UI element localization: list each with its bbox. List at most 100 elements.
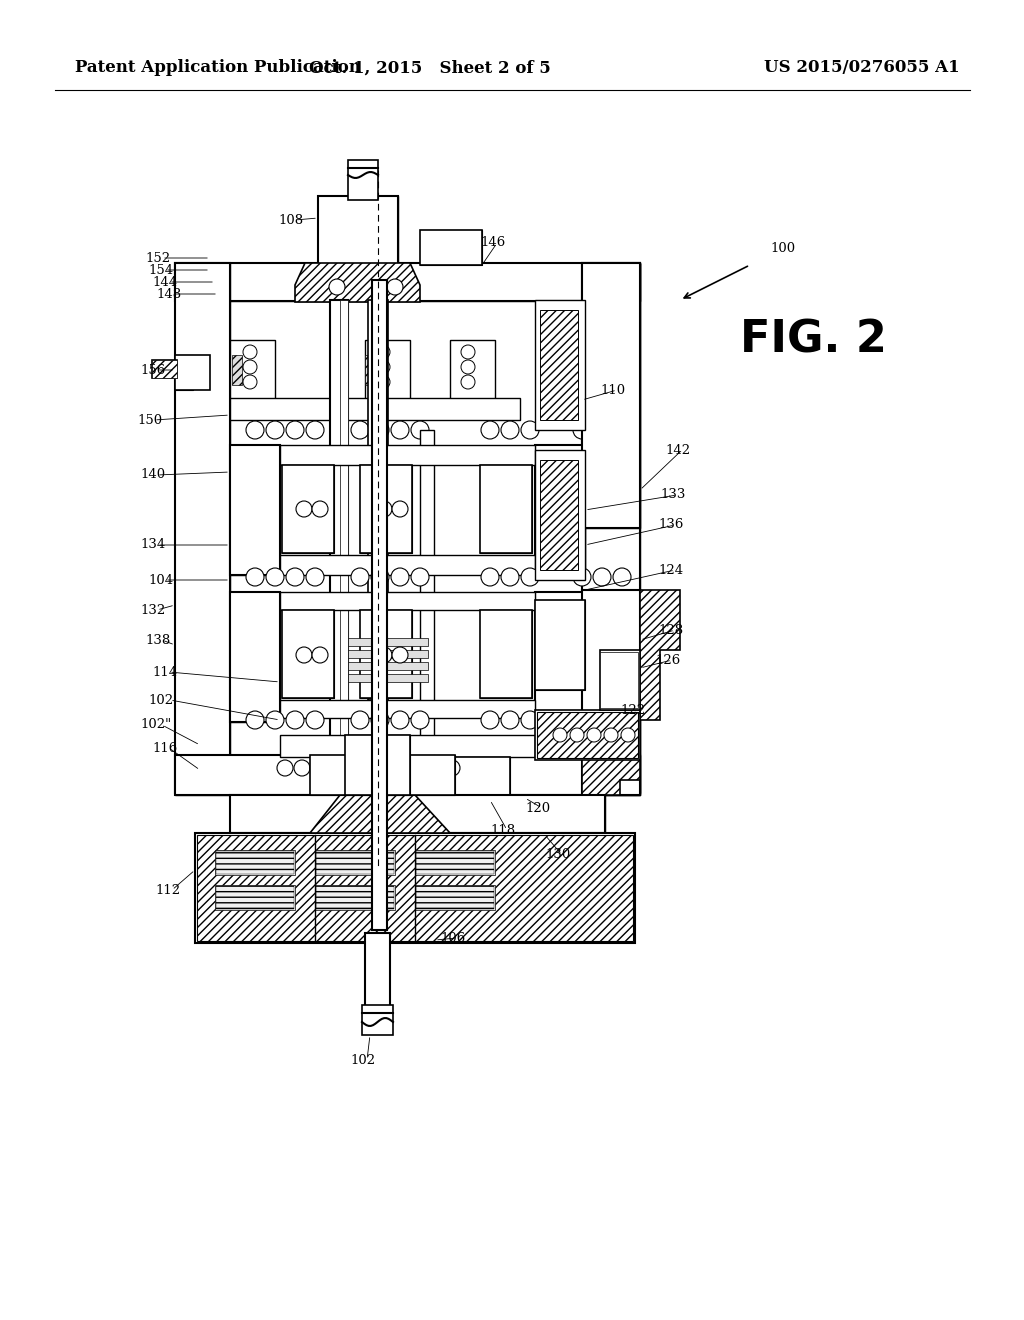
Text: 132: 132 — [140, 603, 165, 616]
Bar — [348, 649, 428, 657]
Text: 120: 120 — [525, 801, 550, 814]
Text: 100: 100 — [770, 242, 795, 255]
Bar — [535, 591, 585, 722]
Text: 118: 118 — [490, 824, 515, 837]
Bar — [195, 833, 635, 942]
Bar — [230, 795, 605, 833]
Circle shape — [391, 421, 409, 440]
Circle shape — [424, 760, 440, 776]
Circle shape — [243, 375, 257, 389]
Bar — [365, 341, 410, 400]
Bar — [230, 591, 280, 722]
Bar — [330, 300, 348, 855]
Bar — [310, 755, 455, 795]
Circle shape — [306, 711, 324, 729]
Circle shape — [593, 421, 611, 440]
Bar — [540, 310, 578, 420]
Bar — [582, 263, 640, 528]
Circle shape — [553, 729, 567, 742]
Text: 152: 152 — [145, 252, 170, 264]
Circle shape — [296, 502, 312, 517]
Circle shape — [246, 421, 264, 440]
Text: 136: 136 — [658, 519, 683, 532]
Bar — [315, 884, 395, 909]
Bar — [360, 610, 412, 698]
Bar — [420, 230, 482, 265]
Circle shape — [613, 421, 631, 440]
Text: FIG. 2: FIG. 2 — [740, 318, 887, 362]
Bar — [282, 465, 334, 553]
Bar — [280, 700, 535, 718]
Circle shape — [306, 421, 324, 440]
Circle shape — [461, 360, 475, 374]
Circle shape — [387, 279, 403, 294]
Bar — [175, 263, 230, 793]
Circle shape — [351, 711, 369, 729]
Circle shape — [246, 568, 264, 586]
Bar — [175, 263, 640, 301]
Bar — [582, 263, 640, 528]
Bar — [152, 360, 177, 378]
Bar — [175, 263, 640, 301]
Circle shape — [481, 711, 499, 729]
Circle shape — [391, 711, 409, 729]
Bar — [450, 341, 495, 400]
Text: 116: 116 — [152, 742, 177, 755]
Circle shape — [312, 502, 328, 517]
Bar — [230, 795, 605, 833]
Text: 122: 122 — [620, 704, 645, 717]
Bar — [365, 341, 410, 400]
Text: 144: 144 — [152, 276, 177, 289]
Bar — [535, 601, 585, 690]
Text: 154: 154 — [148, 264, 173, 276]
Bar — [280, 591, 535, 610]
Bar — [230, 591, 280, 722]
Bar — [280, 735, 535, 756]
Text: 140: 140 — [140, 469, 165, 482]
Bar — [310, 755, 455, 795]
Bar — [175, 755, 640, 795]
Bar — [480, 465, 532, 553]
Text: 146: 146 — [480, 236, 505, 249]
Text: 133: 133 — [660, 488, 685, 502]
Bar — [280, 445, 535, 465]
Circle shape — [296, 647, 312, 663]
Circle shape — [411, 568, 429, 586]
Bar — [345, 735, 410, 795]
Bar — [582, 590, 640, 795]
Bar — [365, 355, 375, 385]
Bar — [280, 735, 535, 756]
Circle shape — [481, 568, 499, 586]
Bar — [340, 300, 348, 855]
Text: 150: 150 — [137, 413, 162, 426]
Text: US 2015/0276055 A1: US 2015/0276055 A1 — [764, 59, 961, 77]
Text: 138: 138 — [145, 634, 170, 647]
Text: 110: 110 — [600, 384, 625, 396]
Bar — [282, 610, 334, 698]
Circle shape — [376, 647, 392, 663]
Bar — [175, 263, 230, 793]
Circle shape — [278, 760, 293, 776]
Text: 130: 130 — [545, 849, 570, 862]
Bar — [535, 591, 585, 722]
Bar — [582, 263, 640, 793]
Circle shape — [501, 421, 519, 440]
Text: 124: 124 — [658, 564, 683, 577]
Bar — [280, 591, 535, 610]
Circle shape — [376, 502, 392, 517]
Bar — [345, 735, 410, 795]
Circle shape — [310, 760, 326, 776]
Circle shape — [521, 568, 539, 586]
Bar — [230, 399, 520, 420]
Bar — [280, 554, 535, 576]
Bar — [215, 884, 295, 909]
Circle shape — [329, 279, 345, 294]
Bar — [215, 850, 295, 875]
Text: 156: 156 — [140, 363, 165, 376]
Bar — [372, 280, 387, 931]
Circle shape — [461, 375, 475, 389]
Bar — [216, 886, 294, 909]
Circle shape — [371, 568, 389, 586]
Bar — [282, 610, 334, 698]
Circle shape — [376, 375, 390, 389]
